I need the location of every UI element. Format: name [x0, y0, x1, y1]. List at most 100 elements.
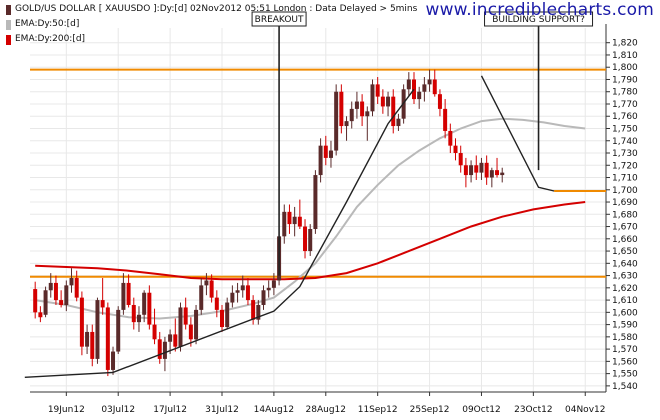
candle-body [495, 170, 500, 176]
candle-body [188, 324, 193, 340]
x-tick-label: 25Sep12 [410, 405, 450, 415]
y-tick-label: 1,610 [612, 296, 638, 306]
y-tick-label: 1,540 [612, 382, 638, 392]
y-tick-label: 1,560 [612, 357, 638, 367]
candle-body [412, 79, 416, 100]
x-tick-label: 19Jun12 [48, 405, 85, 415]
candle-body [479, 162, 484, 173]
candle-body [178, 307, 183, 347]
candle-body [323, 145, 328, 158]
candle-body [53, 282, 58, 301]
candle-body [396, 118, 401, 127]
candle-body [292, 216, 297, 225]
candle-body [38, 312, 43, 318]
trendline [480, 75, 555, 192]
candle-body [287, 211, 292, 225]
candle-body [126, 282, 131, 305]
candle-body [334, 91, 339, 151]
x-tick-label: 14Aug12 [254, 405, 294, 415]
y-tick-label: 1,720 [612, 161, 638, 171]
candle-body [100, 300, 105, 308]
y-tick-label: 1,590 [612, 321, 638, 331]
y-tick-label: 1,630 [612, 272, 638, 282]
candle-body [406, 79, 411, 90]
y-tick-label: 1,660 [612, 235, 638, 245]
x-tick-label: 11Sep12 [358, 405, 398, 415]
candle-body [271, 280, 276, 288]
candle-body [136, 314, 141, 323]
candle-body [116, 309, 121, 352]
y-tick-label: 1,620 [612, 284, 638, 294]
candle-body [147, 292, 152, 325]
candle-body [349, 108, 354, 122]
candle-body [500, 172, 505, 176]
candle-body [463, 165, 468, 176]
candle-body [469, 165, 474, 176]
candle-body [437, 94, 442, 109]
x-tick-label: 04Nov12 [565, 405, 605, 415]
candle-body [199, 285, 204, 310]
y-tick-label: 1,740 [612, 137, 638, 147]
candle-body [157, 339, 162, 359]
candle-body [235, 290, 240, 293]
candle-body [230, 292, 235, 303]
annotation-box [484, 11, 594, 27]
y-tick-label: 1,550 [612, 370, 638, 380]
x-tick-label: 28Aug12 [306, 405, 346, 415]
candle-body [142, 292, 147, 315]
y-tick-label: 1,780 [612, 88, 638, 98]
candle-body [391, 96, 396, 127]
candle-body [458, 153, 463, 166]
candle-body [282, 211, 287, 237]
candle-body [111, 351, 116, 370]
candle-body [90, 331, 95, 359]
candle-body [318, 145, 323, 176]
y-tick-label: 1,700 [612, 186, 638, 196]
candle-body [339, 91, 344, 127]
candle-body [375, 84, 380, 97]
y-tick-label: 1,650 [612, 247, 638, 257]
x-tick-label: 23Oct12 [514, 405, 552, 415]
candle-body [95, 300, 100, 359]
candle-body [303, 226, 308, 252]
candle-body [85, 331, 90, 347]
candle-body [313, 175, 318, 229]
x-tick-label: 17Jul12 [153, 405, 187, 415]
candle-body [489, 170, 494, 178]
legend-title: GOLD/US DOLLAR [ XAUUSDO ]:Dy:[d] 02Nov2… [15, 4, 418, 14]
candle-body [59, 300, 64, 305]
candle-body [453, 145, 458, 154]
candle-body [209, 280, 214, 298]
candle-body [443, 108, 448, 131]
candle-body [162, 341, 167, 359]
y-tick-label: 1,820 [612, 39, 638, 49]
legend-ema200-row: EMA:Dy:200:[d] [6, 32, 417, 47]
candle-body [168, 334, 173, 342]
candle-body [308, 228, 313, 252]
ema50-line [35, 117, 586, 320]
candle-body [448, 130, 453, 146]
y-tick-label: 1,710 [612, 174, 638, 184]
legend-ema50-row: EMA:Dy:50:[d] [6, 17, 417, 32]
x-tick-label: 31Jul12 [205, 405, 239, 415]
legend-ema200: EMA:Dy:200:[d] [15, 34, 86, 44]
candle-body [43, 290, 48, 315]
x-tick-label: 09Oct12 [462, 405, 500, 415]
candle-body [105, 307, 110, 370]
y-tick-label: 1,730 [612, 149, 638, 159]
ema200-swatch [6, 34, 11, 45]
y-tick-label: 1,600 [612, 308, 638, 318]
candle-body [380, 96, 385, 107]
y-tick-label: 1,760 [612, 112, 638, 122]
candle-body [48, 282, 53, 291]
candle-body [328, 150, 333, 158]
y-tick-label: 1,570 [612, 345, 638, 355]
candle-body [69, 278, 74, 286]
candle-body [79, 297, 84, 347]
candle-body [33, 289, 38, 313]
candle-body [344, 121, 349, 127]
y-tick-label: 1,800 [612, 63, 638, 73]
y-tick-label: 1,790 [612, 75, 638, 85]
candle-body [204, 280, 209, 286]
